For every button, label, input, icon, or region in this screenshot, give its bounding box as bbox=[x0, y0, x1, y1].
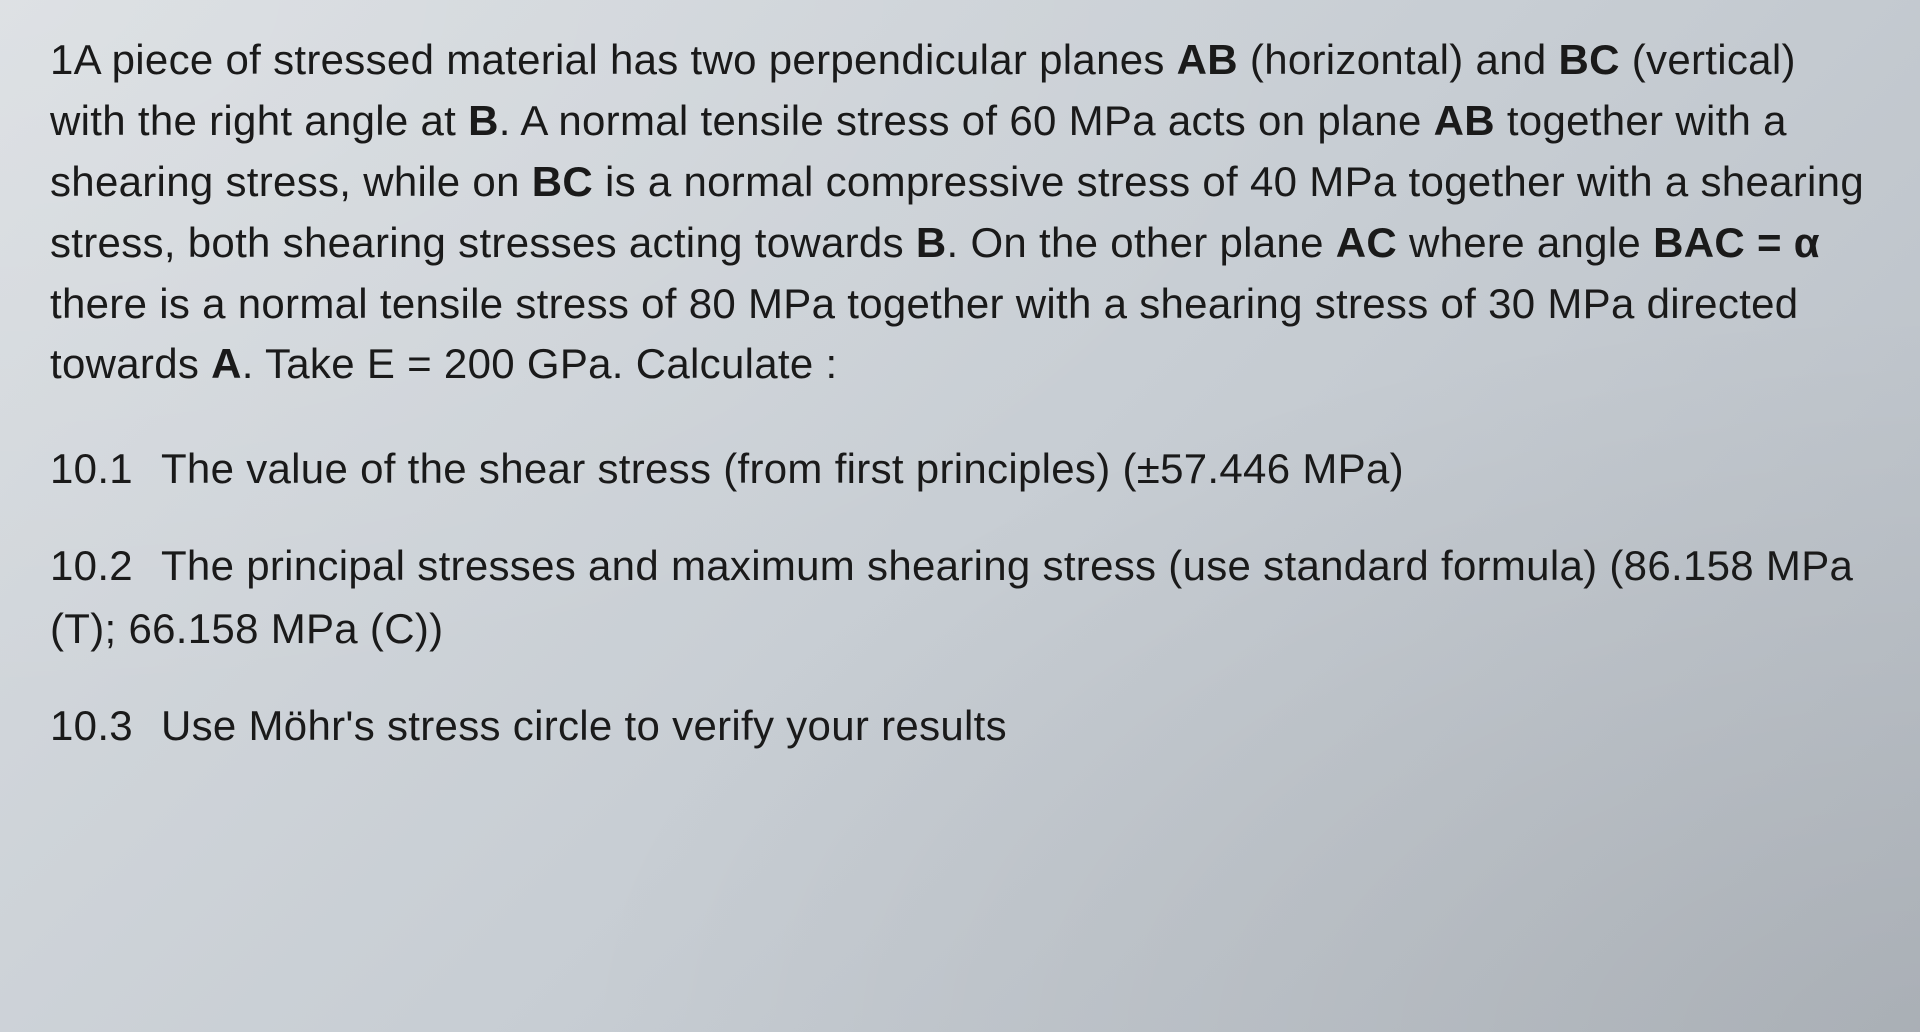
term-A: A bbox=[211, 340, 242, 387]
term-AC: AC bbox=[1336, 219, 1397, 266]
question-10-3: 10.3 Use Möhr's stress circle to verify y… bbox=[50, 694, 1870, 757]
intro-part-3: . A normal tensile stress of 60 MPa acts… bbox=[499, 97, 1434, 144]
intro-part-9: . Take E = 200 GPa. Calculate : bbox=[242, 340, 838, 387]
intro-part-0: 1A piece of stressed material has two pe… bbox=[50, 36, 1177, 83]
intro-part-1: (horizontal) and bbox=[1238, 36, 1559, 83]
question-10-2: 10.2The principal stresses and maximum s… bbox=[50, 534, 1870, 660]
problem-statement: 1A piece of stressed material has two pe… bbox=[50, 30, 1870, 395]
question-text-1: The value of the shear stress (from firs… bbox=[161, 445, 1404, 492]
question-text-3: Use Möhr's stress circle to verify your … bbox=[161, 702, 1007, 749]
term-B-2: B bbox=[916, 219, 947, 266]
intro-part-6: . On the other plane bbox=[947, 219, 1336, 266]
term-AB-2: AB bbox=[1434, 97, 1495, 144]
question-number-2: 10.2 bbox=[50, 534, 133, 597]
question-10-1: 10.1 The value of the shear stress (from … bbox=[50, 437, 1870, 500]
intro-part-7: where angle bbox=[1397, 219, 1653, 266]
term-BC-2: BC bbox=[532, 158, 593, 205]
term-AB-1: AB bbox=[1177, 36, 1238, 83]
question-number-1: 10.1 bbox=[50, 437, 133, 500]
document-content: 1A piece of stressed material has two pe… bbox=[50, 30, 1870, 757]
question-number-3: 10.3 bbox=[50, 694, 133, 757]
term-B-1: B bbox=[468, 97, 499, 144]
term-BAC: BAC = α bbox=[1653, 219, 1820, 266]
question-text-2: The principal stresses and maximum shear… bbox=[50, 542, 1853, 652]
term-BC-1: BC bbox=[1559, 36, 1620, 83]
